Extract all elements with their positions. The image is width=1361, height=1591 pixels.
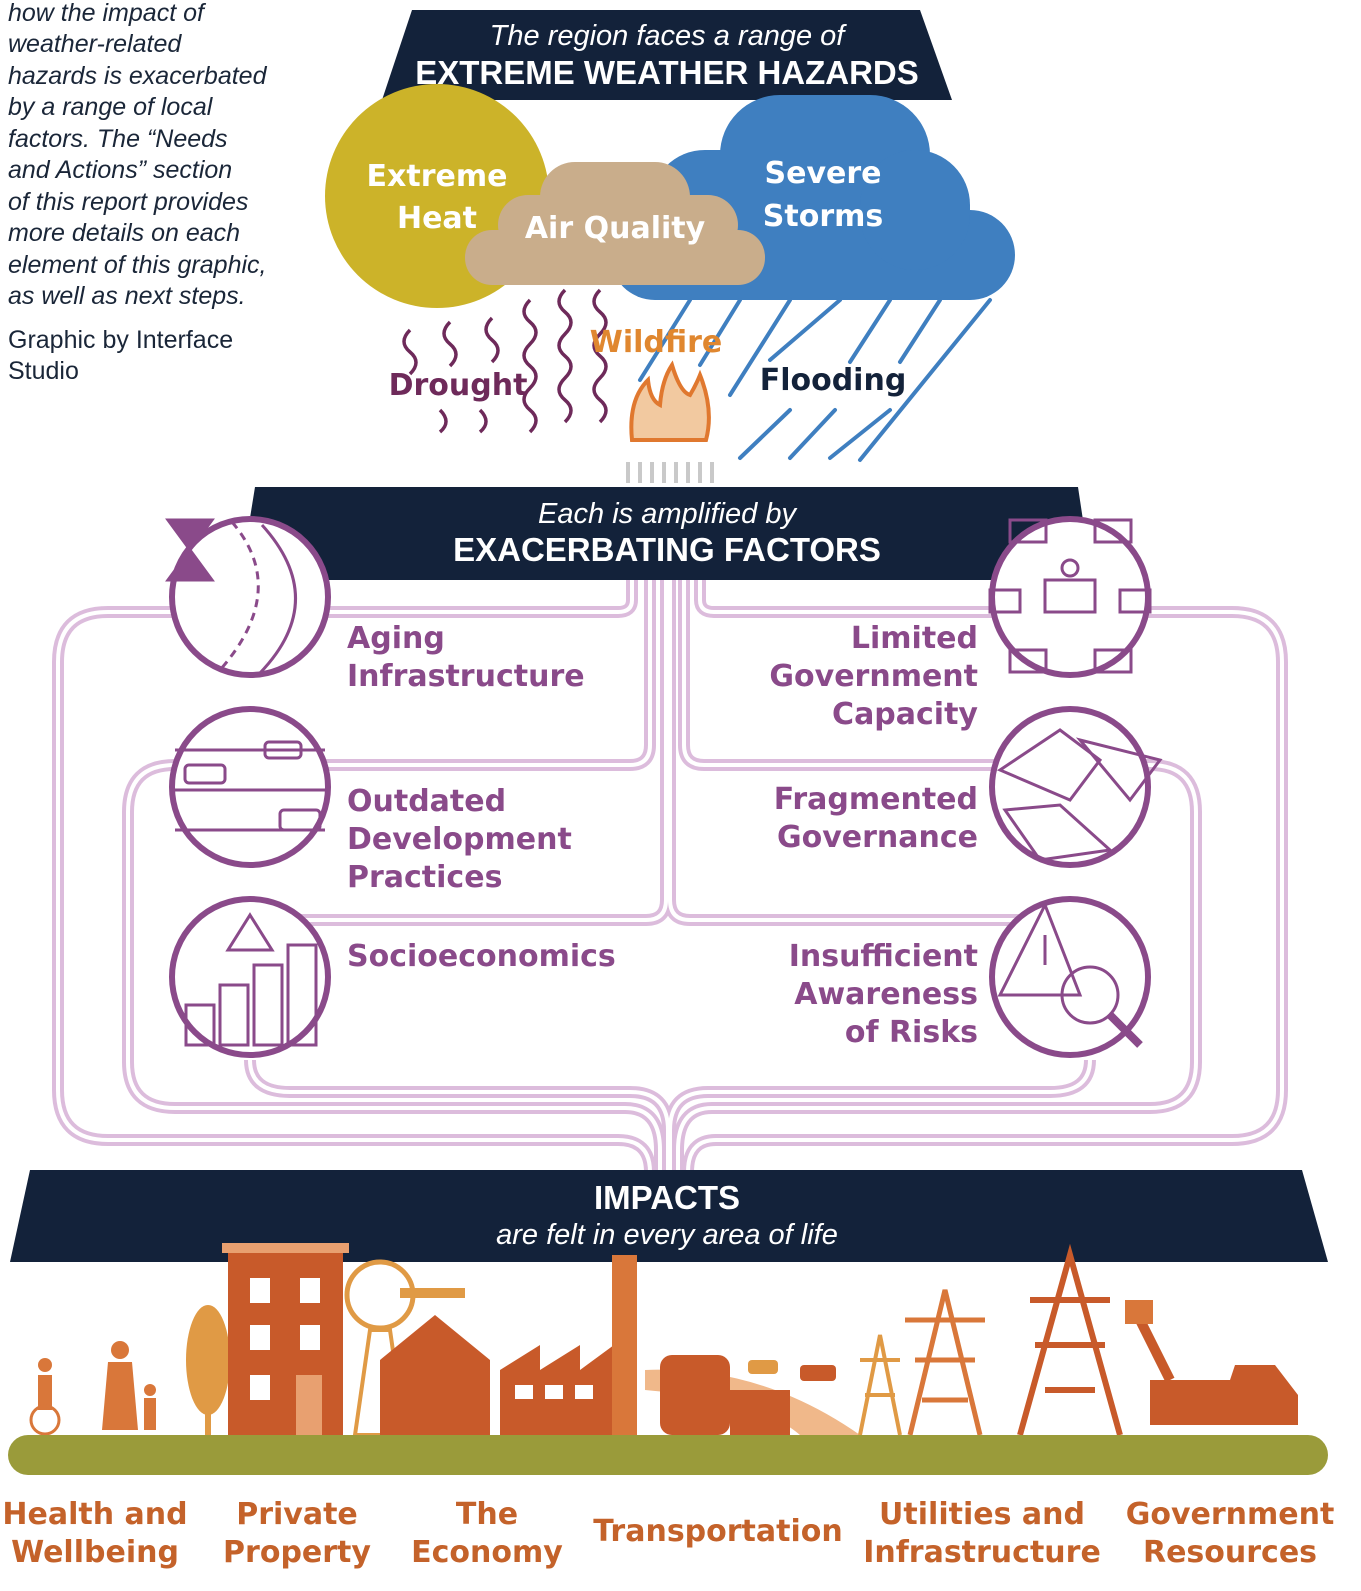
banner-title: EXTREME WEATHER HAZARDS xyxy=(415,54,919,91)
impact-label: Infrastructure xyxy=(863,1535,1101,1570)
hazard-label: Extreme xyxy=(367,159,508,194)
hazard-label: Severe xyxy=(765,156,882,191)
sidebar: how the impact of weather-related hazard… xyxy=(8,0,268,385)
impact-label: Utilities and xyxy=(879,1497,1085,1532)
factor-label: Infrastructure xyxy=(347,659,585,694)
caption-line: of this report provides xyxy=(8,188,248,216)
caption-line: hazards is exacerbated xyxy=(8,62,268,90)
hazard-label: Wildfire xyxy=(590,325,723,360)
impact-label: Health and xyxy=(2,1497,187,1532)
credit-line: Studio xyxy=(8,357,79,385)
factor-label: Socioeconomics xyxy=(347,939,616,974)
banner-title: IMPACTS xyxy=(594,1179,740,1216)
impacts-section: IMPACTS are felt in every area of life xyxy=(2,1170,1334,1570)
infographic: how the impact of weather-related hazard… xyxy=(0,0,1361,1591)
caption-line: how the impact of xyxy=(8,0,207,27)
drought-waves xyxy=(404,290,606,432)
caption-line: weather-related xyxy=(8,30,182,58)
hazard-label: Drought xyxy=(389,368,528,403)
caption-line: element of this graphic, xyxy=(8,251,266,279)
connector-stripes xyxy=(628,462,712,483)
impact-label: Wellbeing xyxy=(11,1535,179,1570)
banner-subtitle: are felt in every area of life xyxy=(496,1219,838,1251)
hazard-label: Flooding xyxy=(760,363,907,398)
factor-label: Fragmented xyxy=(774,782,978,817)
hazard-label: Air Quality xyxy=(525,211,706,246)
factor-label: Outdated xyxy=(347,784,506,819)
factor-label: Aging xyxy=(347,621,445,656)
hazard-label: Heat xyxy=(397,201,477,236)
credit-line: Graphic by Interface xyxy=(8,326,233,354)
factor-label: Governance xyxy=(777,820,978,855)
factor-label: Insufficient xyxy=(789,939,978,974)
hazard-label: Storms xyxy=(763,199,883,234)
factor-label: Awareness xyxy=(794,977,978,1012)
impact-label: Transportation xyxy=(593,1514,842,1549)
banner-subtitle: The region faces a range of xyxy=(490,20,848,52)
caption-line: by a range of local xyxy=(8,93,214,121)
impact-label: Private xyxy=(236,1497,358,1532)
factor-label: Practices xyxy=(347,860,502,895)
impact-label: Economy xyxy=(411,1535,563,1570)
caption-line: more details on each xyxy=(8,219,240,247)
banner-subtitle: Each is amplified by xyxy=(538,498,797,530)
impact-label: The xyxy=(456,1497,518,1532)
factor-label: Limited xyxy=(851,621,978,656)
impact-label: Resources xyxy=(1143,1535,1317,1570)
caption-line: as well as next steps. xyxy=(8,282,246,310)
factor-label: of Risks xyxy=(845,1015,978,1050)
factor-label: Capacity xyxy=(832,697,978,732)
factor-label: Government xyxy=(769,659,978,694)
hazards-section: The region faces a range of EXTREME WEAT… xyxy=(325,10,1015,483)
caption-line: factors. The “Needs xyxy=(8,125,228,153)
impact-label: Property xyxy=(223,1535,371,1570)
caption-line: and Actions” section xyxy=(8,156,232,184)
skyline xyxy=(8,1243,1328,1475)
impact-label: Government xyxy=(1126,1497,1335,1532)
banner-title: EXACERBATING FACTORS xyxy=(453,531,881,568)
factor-label: Development xyxy=(347,822,572,857)
